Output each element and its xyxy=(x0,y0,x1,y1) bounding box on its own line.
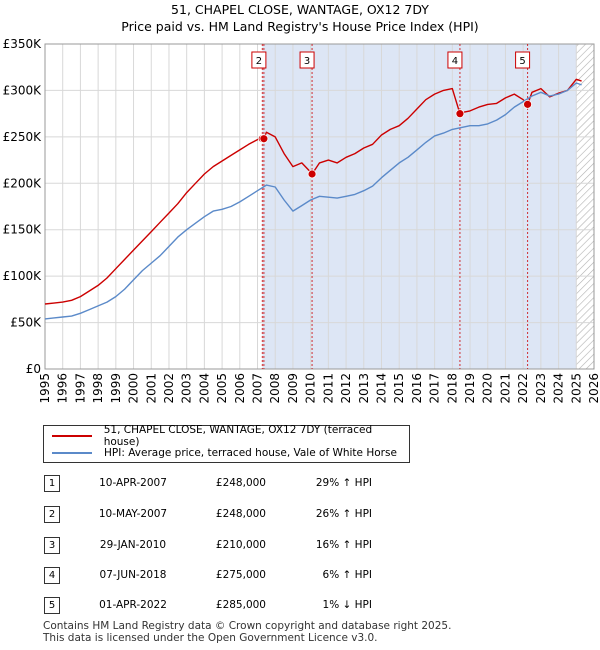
x-tick-label: 2000 xyxy=(127,373,141,404)
chart-marker-label: 5 xyxy=(519,56,525,67)
x-tick-label: 2008 xyxy=(268,373,282,404)
chart-marker-box xyxy=(447,51,463,69)
sale-marker xyxy=(259,134,269,144)
hpi-line xyxy=(44,82,582,320)
x-tick-label: 2019 xyxy=(463,373,477,404)
x-tick-label: 2017 xyxy=(428,373,442,404)
x-tick-label: 2015 xyxy=(392,373,406,404)
legend-label-hpi: HPI: Average price, terraced house, Vale… xyxy=(104,447,397,459)
sale-date: 01-APR-2022 xyxy=(99,599,167,611)
sale-price: £210,000 xyxy=(215,539,266,551)
table-row: 2 10-MAY-2007 £248,000 26% ↑ HPI xyxy=(0,506,600,524)
legend-line-hpi xyxy=(52,452,92,454)
y-tick-label: £100K xyxy=(3,269,43,283)
x-tick-label: 2005 xyxy=(215,373,229,404)
y-tick-label: £0 xyxy=(26,362,41,376)
shaded-period xyxy=(262,44,577,369)
x-tick-label: 1998 xyxy=(91,373,105,404)
x-tick-label: 2023 xyxy=(534,373,548,404)
legend: 51, CHAPEL CLOSE, WANTAGE, OX12 7DY (ter… xyxy=(43,424,410,463)
x-tick-label: 2002 xyxy=(162,373,176,404)
chart-marker-label: 4 xyxy=(452,56,458,67)
legend-item-hpi: HPI: Average price, terraced house, Vale… xyxy=(52,445,397,461)
price-chart: £0 £50K £100K £150K £200K £250K £300K £350K 1995… xyxy=(3,37,600,404)
x-tick-label: 2021 xyxy=(498,373,512,404)
x-tick-label: 2025 xyxy=(569,373,583,404)
x-tick-label: 2007 xyxy=(251,373,265,404)
sale-price: £275,000 xyxy=(215,569,266,581)
sale-date: 10-APR-2007 xyxy=(99,477,167,489)
sale-price: £248,000 xyxy=(215,508,266,520)
x-tick-label: 2013 xyxy=(357,373,371,404)
plot-border xyxy=(44,43,595,370)
x-tick-label: 2011 xyxy=(321,373,335,404)
chart-marker-box xyxy=(299,51,315,69)
table-row: 1 10-APR-2007 £248,000 29% ↑ HPI xyxy=(0,475,600,493)
legend-label-property: 51, CHAPEL CLOSE, WANTAGE, OX12 7DY (ter… xyxy=(103,424,373,448)
y-tick-label: £200K xyxy=(3,176,43,190)
sale-date: 07-JUN-2018 xyxy=(99,569,167,581)
marker-number: 1 xyxy=(44,475,60,492)
chart-marker-box xyxy=(251,51,267,69)
x-tick-label: 2006 xyxy=(233,373,247,404)
x-tick-label: 2003 xyxy=(180,373,194,404)
sale-marker xyxy=(455,109,465,119)
x-tick-label: 2024 xyxy=(552,373,566,404)
x-tick-label: 1999 xyxy=(109,373,123,404)
footer-licence: This data is licensed under the Open Gov… xyxy=(43,632,378,644)
x-tick-label: 2020 xyxy=(481,373,495,404)
hpi-comparison: 16% ↑ HPI xyxy=(315,539,372,551)
marker-number: 3 xyxy=(44,537,60,554)
marker-number: 5 xyxy=(44,597,60,614)
x-tick-label: 2009 xyxy=(286,373,300,404)
x-tick-label: 1997 xyxy=(73,373,87,404)
y-tick-label: £350K xyxy=(3,37,43,51)
x-tick-label: 2001 xyxy=(144,373,158,404)
chart-title: 51, CHAPEL CLOSE, WANTAGE, OX12 7DY xyxy=(171,2,429,17)
x-tick-label: 2014 xyxy=(374,373,388,404)
x-tick-label: 2004 xyxy=(197,373,211,404)
y-tick-label: £50K xyxy=(10,316,42,330)
sale-price: £285,000 xyxy=(215,599,266,611)
sale-date: 10-MAY-2007 xyxy=(98,508,168,520)
chart-marker-box xyxy=(515,51,531,69)
x-tick-label: 2026 xyxy=(587,373,600,404)
x-tick-label: 1996 xyxy=(56,373,70,404)
sale-marker xyxy=(307,169,317,179)
x-tick-label: 2016 xyxy=(410,373,424,404)
y-tick-label: £250K xyxy=(3,130,43,144)
table-row: 5 01-APR-2022 £285,000 1% ↓ HPI xyxy=(0,597,600,615)
footer-copyright: Contains HM Land Registry data © Crown c… xyxy=(43,620,452,632)
x-tick-label: 2018 xyxy=(445,373,459,404)
chart-subtitle: Price paid vs. HM Land Registry's House … xyxy=(121,19,479,34)
chart-marker-label: 3 xyxy=(304,56,310,67)
hpi-comparison: 29% ↑ HPI xyxy=(315,477,372,489)
y-tick-label: £150K xyxy=(3,223,43,237)
table-row: 3 29-JAN-2010 £210,000 16% ↑ HPI xyxy=(0,537,600,555)
forecast-hatch xyxy=(576,44,594,369)
hpi-comparison: 1% ↓ HPI xyxy=(322,599,372,611)
legend-line-property xyxy=(52,435,92,437)
hpi-comparison: 26% ↑ HPI xyxy=(315,508,372,520)
sale-marker xyxy=(523,99,532,109)
x-tick-label: 1995 xyxy=(38,373,52,404)
sale-price: £248,000 xyxy=(215,477,266,489)
hpi-comparison: 6% ↑ HPI xyxy=(322,569,372,581)
legend-item-property: 51, CHAPEL CLOSE, WANTAGE, OX12 7DY (ter… xyxy=(52,424,409,448)
marker-number: 4 xyxy=(44,567,60,584)
chart-marker-label: 2 xyxy=(256,56,262,67)
sale-date: 29-JAN-2010 xyxy=(99,539,167,551)
x-tick-label: 2022 xyxy=(516,373,530,404)
x-tick-label: 2012 xyxy=(339,373,353,404)
y-tick-label: £300K xyxy=(3,83,43,97)
x-tick-label: 2010 xyxy=(304,373,318,404)
marker-number: 2 xyxy=(44,506,60,523)
table-row: 4 07-JUN-2018 £275,000 6% ↑ HPI xyxy=(0,567,600,585)
